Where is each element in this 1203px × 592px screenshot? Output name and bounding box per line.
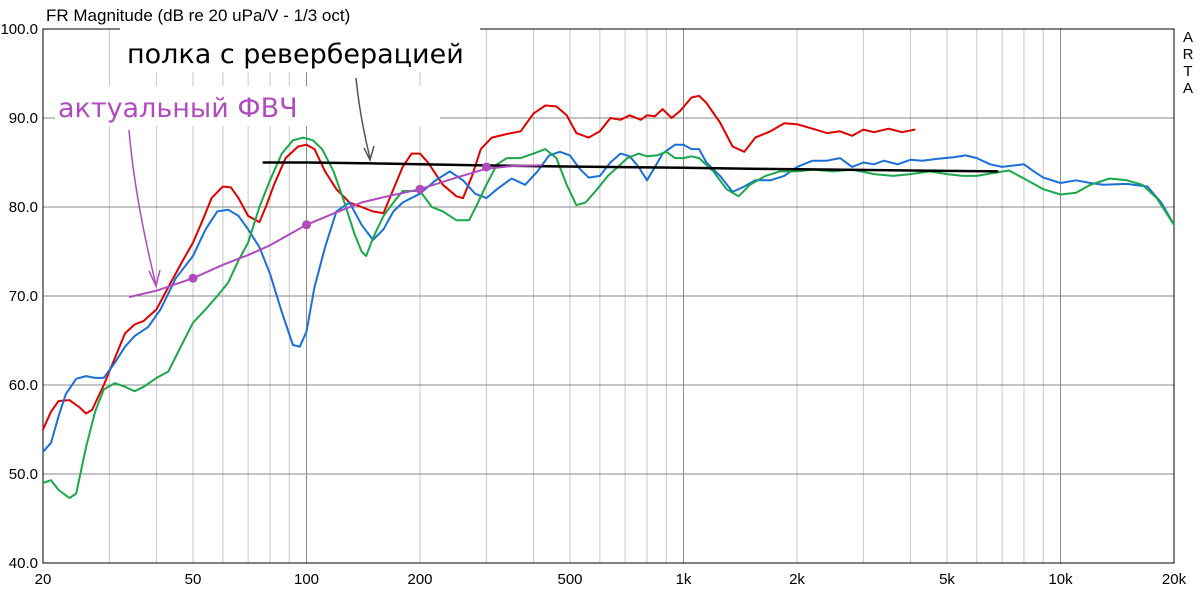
black-annotation-arrow xyxy=(355,77,371,159)
y-tick-label: 90.0 xyxy=(9,110,38,127)
annotation-black-bg xyxy=(120,28,480,72)
annotation-reverb-shelf: полка с реверберацией xyxy=(127,39,464,70)
black-annotation-arrowhead xyxy=(363,145,375,163)
annotation-actual-hpf: актуальный ФВЧ xyxy=(58,93,298,124)
series-line-3 xyxy=(262,161,999,173)
y-axis-ticks: 40.0 50.0 60.0 70.0 80.0 90.0 100.0 xyxy=(0,21,38,572)
y-tick-label: 50.0 xyxy=(9,466,38,483)
x-tick-label: 5k xyxy=(939,571,955,588)
x-tick-label: 500 xyxy=(558,571,583,588)
series-group xyxy=(42,94,1175,499)
x-tick-label: 50 xyxy=(185,571,202,588)
markers-group xyxy=(188,162,491,283)
y-tick-label: 80.0 xyxy=(9,199,38,216)
hpf-point-marker xyxy=(481,162,491,172)
x-tick-label: 100 xyxy=(294,571,319,588)
annotation-purple-bg xyxy=(55,86,440,126)
series-line-4 xyxy=(128,164,543,298)
plot-frame xyxy=(42,28,1175,564)
x-axis-ticks: 20 50 100 200 500 1k 2k 5k 10k 20k xyxy=(35,571,1187,588)
x-tick-label: 20k xyxy=(1162,571,1187,588)
arta-letter: T xyxy=(1183,63,1192,80)
hpf-point-marker xyxy=(302,220,312,230)
chart-title: FR Magnitude (dB re 20 uPa/V - 1/3 oct) xyxy=(46,6,350,25)
purple-annotation-arrowhead xyxy=(148,269,161,289)
purple-annotation-arrow xyxy=(128,129,157,286)
x-tick-label: 10k xyxy=(1048,571,1073,588)
series-line-1 xyxy=(42,143,1175,453)
y-tick-label: 60.0 xyxy=(9,377,38,394)
x-tick-label: 20 xyxy=(35,571,52,588)
x-tick-label: 2k xyxy=(789,571,805,588)
arta-letter: R xyxy=(1183,46,1194,63)
arta-letter: A xyxy=(1183,29,1193,46)
hpf-point-marker xyxy=(415,184,425,194)
hpf-point-marker xyxy=(188,273,198,283)
series-line-0 xyxy=(42,94,916,431)
x-tick-label: 1k xyxy=(676,571,692,588)
y-tick-label: 70.0 xyxy=(9,288,38,305)
arta-letter: A xyxy=(1183,80,1193,97)
x-tick-label: 200 xyxy=(407,571,432,588)
y-tick-label: 100.0 xyxy=(0,21,38,38)
y-tick-label: 40.0 xyxy=(9,555,38,572)
series-line-2 xyxy=(42,136,1175,499)
